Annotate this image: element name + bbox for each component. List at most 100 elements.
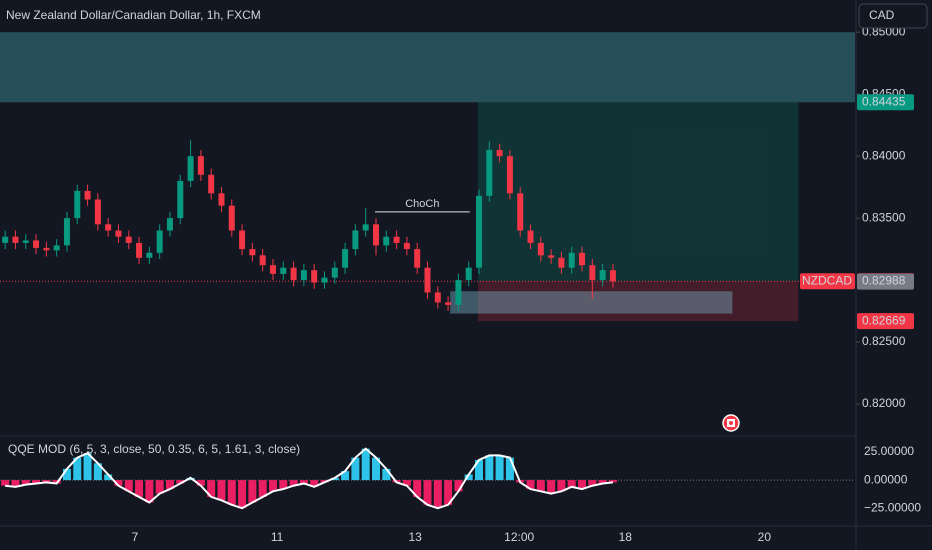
price-label-box	[857, 94, 914, 111]
candle-body	[125, 236, 132, 243]
candle-body	[537, 242, 544, 256]
candle-body	[486, 149, 493, 196]
candle-body	[136, 242, 143, 258]
candle-body	[342, 249, 349, 268]
candle-body	[84, 190, 91, 200]
qqe-bar	[268, 480, 277, 492]
candle-body	[63, 218, 70, 246]
candle-body	[424, 267, 431, 293]
qqe-bar	[238, 480, 247, 509]
price-label-box	[857, 273, 914, 290]
qqe-bar	[62, 468, 71, 481]
qqe-bar	[124, 480, 133, 492]
qqe-bar	[444, 480, 453, 505]
qqe-bar	[402, 480, 411, 486]
qqe-bar	[217, 480, 226, 501]
currency-button-label[interactable]: CAD	[869, 8, 895, 22]
target-zone	[477, 102, 799, 282]
flag-icon[interactable]	[722, 414, 740, 432]
qqe-bar	[248, 480, 257, 503]
candle-body	[372, 224, 379, 246]
qqe-bar	[114, 480, 123, 486]
qqe-bar	[289, 480, 298, 486]
candle-body	[280, 267, 287, 274]
qqe-bar	[330, 477, 339, 481]
y-tick-label: 0.83500	[862, 210, 906, 224]
candle-body	[383, 236, 390, 246]
currency-button[interactable]	[858, 3, 928, 29]
x-tick-label: 13	[408, 530, 422, 544]
candle-body	[208, 174, 215, 194]
candle-body	[568, 252, 575, 268]
qqe-bar	[83, 453, 92, 481]
qqe-bar	[279, 480, 288, 490]
choch-label: ChoCh	[405, 198, 439, 210]
candle-body	[166, 218, 173, 231]
x-tick-label: 20	[758, 530, 772, 544]
candle-body	[311, 270, 318, 283]
price-label-box	[857, 313, 914, 330]
candle-body	[146, 252, 153, 258]
candle-body	[156, 230, 163, 253]
candle-body	[249, 249, 256, 256]
candle-body	[362, 224, 369, 231]
qqe-bar	[526, 480, 535, 490]
candle-body	[352, 230, 359, 250]
candle-body	[239, 230, 246, 250]
qqe-bar	[454, 480, 463, 492]
qqe-bar	[475, 459, 484, 481]
candle-body	[22, 240, 29, 243]
qqe-bar	[32, 480, 41, 484]
stop-zone	[477, 281, 799, 322]
price-label: 0.82988	[862, 274, 906, 288]
demand-box	[450, 291, 733, 314]
qqe-bar	[361, 448, 370, 481]
candle-body	[445, 302, 452, 305]
candle-body	[2, 236, 9, 243]
candle-body	[187, 156, 194, 181]
y-tick-label: 0.84000	[862, 148, 906, 162]
qqe-bar	[567, 480, 576, 487]
qqe-bar	[598, 480, 607, 484]
qqe-bar	[547, 480, 556, 494]
qqe-bar	[608, 480, 617, 483]
qqe-bar	[495, 455, 504, 481]
x-tick-label: 12:00	[504, 530, 534, 544]
qqe-bar	[505, 457, 514, 481]
qqe-bar	[73, 457, 82, 481]
chart-title: New Zealand Dollar/Canadian Dollar, 1h, …	[6, 8, 261, 22]
supply-zone	[0, 32, 855, 103]
candle-body	[177, 180, 184, 219]
qqe-bar	[104, 474, 113, 481]
qqe-bar	[310, 480, 319, 487]
candle-body	[589, 265, 596, 281]
candle-body	[43, 247, 50, 251]
candle-body	[259, 255, 266, 266]
candle-body	[579, 252, 586, 266]
qqe-bar	[320, 480, 329, 483]
candle-body	[115, 230, 122, 237]
candle-body	[527, 230, 534, 243]
candle-body	[548, 255, 555, 258]
candle-body	[414, 249, 421, 268]
qqe-bar	[371, 457, 380, 481]
qqe-bar	[135, 480, 144, 497]
candle-body	[12, 236, 19, 243]
candle-body	[105, 224, 112, 231]
y-tick-label: 0.82000	[862, 396, 906, 410]
candle-body	[403, 242, 410, 250]
qqe-bar	[299, 480, 308, 484]
qqe-bar	[382, 468, 391, 481]
x-tick-label: 11	[271, 530, 284, 544]
indicator-tick-label: 0.00000	[864, 472, 908, 486]
candle-body	[74, 190, 81, 219]
indicator-title: QQE MOD (6, 5, 3, close, 50, 0.35, 6, 5,…	[8, 442, 300, 456]
candle-body	[290, 267, 297, 281]
candle-body	[228, 205, 235, 231]
qqe-bar	[536, 480, 545, 492]
qqe-bar	[413, 480, 422, 497]
qqe-bar	[258, 480, 267, 497]
qqe-bar	[21, 480, 30, 485]
symbol-box	[800, 273, 855, 290]
